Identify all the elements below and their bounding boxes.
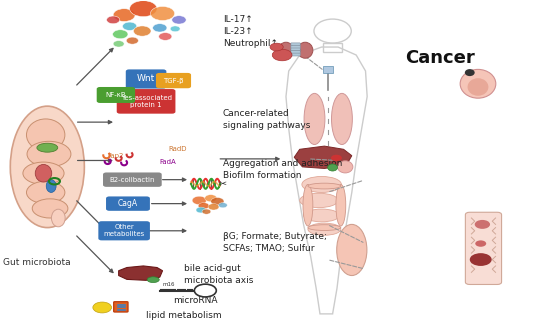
Ellipse shape [26,181,65,203]
Ellipse shape [468,78,488,96]
Text: Gut microbiota: Gut microbiota [3,258,71,267]
FancyBboxPatch shape [106,196,150,211]
Circle shape [93,302,112,313]
Text: lipid metabolism: lipid metabolism [146,311,222,320]
FancyBboxPatch shape [291,53,300,56]
Ellipse shape [337,224,367,276]
Text: CagA: CagA [118,199,138,208]
Ellipse shape [291,47,301,53]
Ellipse shape [27,141,71,167]
Circle shape [194,284,216,297]
Ellipse shape [32,199,68,218]
Circle shape [202,209,211,214]
Circle shape [470,253,492,266]
Ellipse shape [308,183,341,189]
FancyBboxPatch shape [103,172,162,187]
Text: RadD: RadD [168,146,186,152]
Text: NF-κB: NF-κB [106,92,126,98]
Ellipse shape [304,209,339,222]
Text: Yes-associated
protein 1: Yes-associated protein 1 [120,95,172,108]
Polygon shape [119,266,163,280]
Ellipse shape [52,209,65,227]
Ellipse shape [303,184,313,226]
Ellipse shape [26,119,65,151]
Text: IL-17↑
IL-23↑
Neutrophil↑: IL-17↑ IL-23↑ Neutrophil↑ [223,15,278,48]
FancyBboxPatch shape [98,221,150,240]
Circle shape [196,207,206,213]
FancyBboxPatch shape [291,50,300,53]
Circle shape [172,16,186,24]
Circle shape [218,203,227,208]
Circle shape [113,9,135,21]
Ellipse shape [278,42,294,58]
Circle shape [475,240,486,247]
Ellipse shape [46,180,56,193]
Circle shape [134,26,151,36]
Circle shape [126,37,139,44]
Ellipse shape [460,69,496,98]
Ellipse shape [298,42,313,58]
Text: Fap2: Fap2 [108,153,124,159]
FancyBboxPatch shape [126,69,166,89]
Circle shape [331,155,342,161]
Circle shape [211,198,224,205]
Text: Cancer-related
signaling pathways: Cancer-related signaling pathways [223,109,310,130]
Text: bile acid-gut
microbiota axis: bile acid-gut microbiota axis [184,264,254,285]
Text: Wnt: Wnt [137,75,155,83]
FancyBboxPatch shape [465,212,502,285]
Ellipse shape [308,223,341,235]
Bar [323,66,333,73]
Text: m16: m16 [163,282,175,287]
Circle shape [170,26,180,32]
Text: microRNA: microRNA [173,296,218,305]
Ellipse shape [35,164,52,182]
Ellipse shape [23,162,64,184]
Ellipse shape [300,193,338,208]
Ellipse shape [338,161,353,173]
Ellipse shape [332,93,353,144]
FancyBboxPatch shape [291,46,300,48]
Circle shape [113,30,128,39]
Text: FadA: FadA [160,159,177,165]
Text: TGF-β: TGF-β [163,78,184,84]
Ellipse shape [328,164,338,171]
FancyBboxPatch shape [97,87,135,103]
Text: Other
metabolites: Other metabolites [103,224,145,237]
Ellipse shape [147,277,160,283]
Circle shape [208,203,219,210]
Text: B2-colibactin: B2-colibactin [109,177,155,182]
Ellipse shape [10,106,84,228]
Ellipse shape [465,69,475,76]
Circle shape [159,33,172,40]
Circle shape [205,195,217,202]
Ellipse shape [37,143,58,152]
Text: Aggregation and adhesion
Biofilm formation: Aggregation and adhesion Biofilm formati… [223,159,342,180]
FancyBboxPatch shape [117,89,175,114]
FancyBboxPatch shape [291,43,300,46]
FancyBboxPatch shape [291,48,300,51]
Circle shape [270,43,283,51]
Ellipse shape [304,93,325,144]
Circle shape [475,220,490,229]
Circle shape [151,6,174,20]
Circle shape [192,196,206,204]
Circle shape [107,16,120,24]
FancyBboxPatch shape [114,302,128,312]
Circle shape [153,24,167,32]
Circle shape [272,49,292,61]
Circle shape [130,1,157,17]
Ellipse shape [336,184,346,226]
Text: Cancer: Cancer [405,49,475,67]
Circle shape [198,203,209,209]
Circle shape [123,22,137,30]
Text: βG; Formate; Butyrate;
SCFAs; TMAO; Sulfur: βG; Formate; Butyrate; SCFAs; TMAO; Sulf… [223,232,327,253]
Ellipse shape [308,225,341,231]
Polygon shape [294,146,352,169]
FancyBboxPatch shape [156,73,191,88]
Ellipse shape [302,176,342,193]
Circle shape [113,41,124,47]
Text: ✂: ✂ [218,179,227,189]
